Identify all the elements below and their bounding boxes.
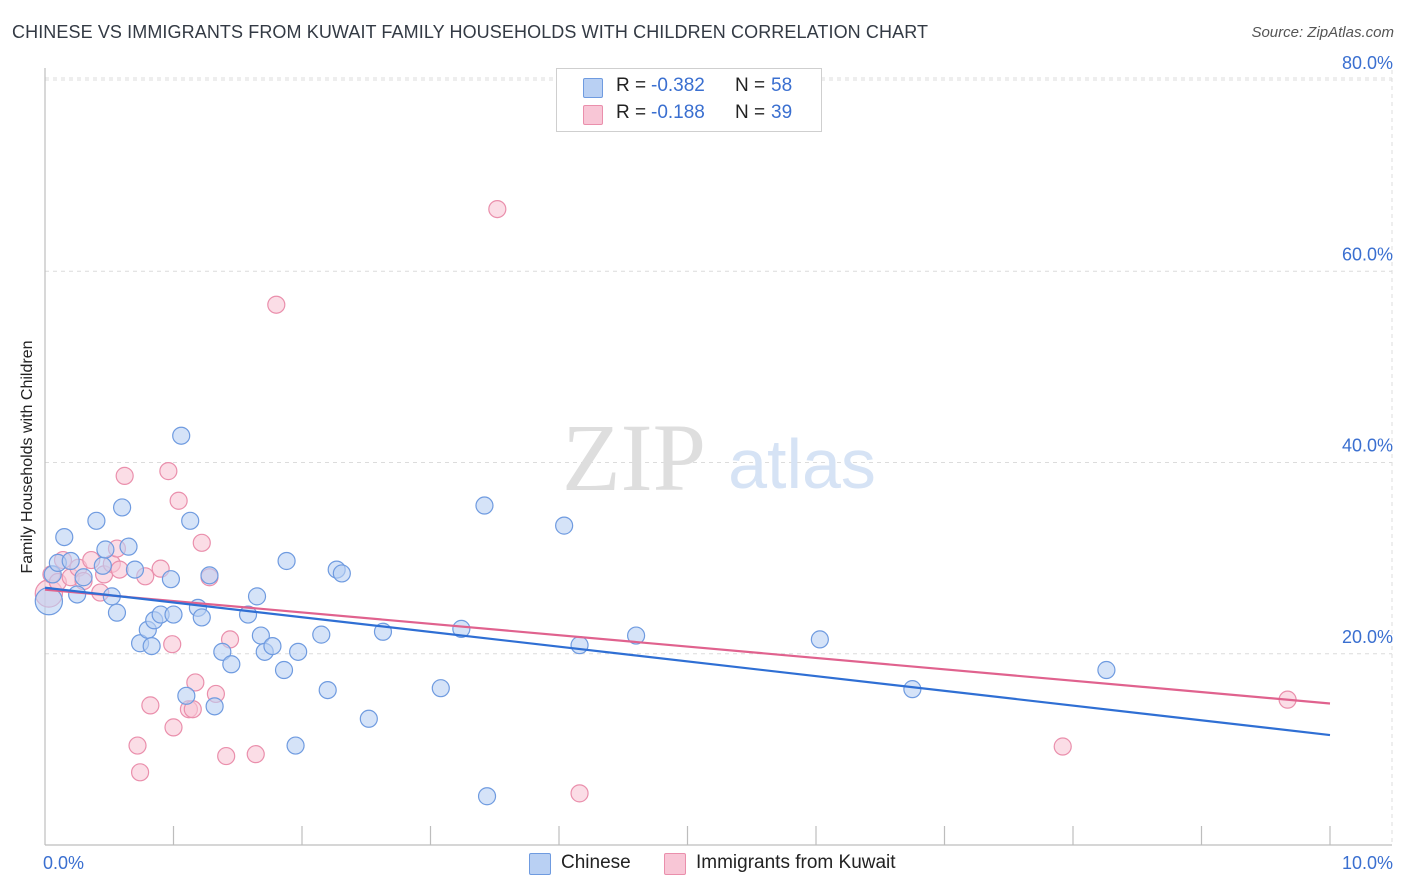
grid-lines [45,70,1393,845]
chinese-point [172,426,191,445]
kuwait-point [163,635,182,654]
chinese-trend-line [44,586,1331,737]
chinese-point [164,605,183,624]
y-tick-label: 20.0% [1342,627,1393,647]
n-label: N = [735,102,766,123]
kuwait-point [115,466,134,485]
chinese-point [74,568,93,587]
chinese-point [626,626,646,645]
y-axis-title: Family Households with Children [19,340,36,574]
data-points [34,199,1297,806]
chinese-point [431,679,450,698]
chinese-point [68,585,87,604]
chinese-point [312,625,331,644]
chinese-point [177,686,196,705]
chinese-point [213,642,232,661]
chinese-point [107,603,127,622]
chinese-point [286,736,305,755]
r-label: R = [616,102,647,123]
chinese-point [1097,660,1116,680]
kuwait-n-value: 39 [771,102,793,123]
kuwait-point [169,491,188,510]
chinese-point [55,527,74,547]
kuwait-point [488,199,507,219]
kuwait-point [217,746,236,766]
chinese-point [475,496,494,515]
chinese-point [274,660,294,680]
chinese-point [452,619,471,638]
kuwait-point [186,673,205,692]
chinese-point [142,636,161,656]
watermark-atlas: atlas [728,425,876,503]
chinese-point [277,551,296,571]
kuwait-point [141,696,160,715]
chinese-point [555,516,574,535]
chinese-point [247,587,267,606]
kuwait-point [164,718,183,737]
kuwait-point [130,763,150,782]
watermark-zip: ZIP [562,404,706,511]
kuwait-point [246,745,265,764]
chinese-point [903,680,922,699]
kuwait-point [267,295,286,314]
kuwait-point [192,533,211,552]
chinese-point [87,511,106,530]
chinese-point [477,787,497,806]
y-tick-label: 40.0% [1342,436,1393,456]
chinese-point [810,630,829,649]
y-tick-label: 60.0% [1342,244,1393,264]
chinese-point [222,655,241,674]
kuwait-trend-line [44,588,1331,705]
chinese-point [289,642,308,661]
kuwait-legend-label: Immigrants from Kuwait [696,852,896,873]
chinese-point [359,709,378,728]
chinese-r-value: -0.382 [651,75,705,96]
x-tick-label: 10.0% [1342,853,1393,873]
chinese-point [119,537,138,556]
kuwait-point [570,784,589,803]
kuwait-point [110,560,129,579]
axes [44,68,1392,846]
correlation-legend: R = -0.382 N = 58 R = -0.188 N = 39 [556,68,822,132]
chinese-point [318,680,337,700]
kuwait-point [128,736,147,755]
chinese-point [570,636,589,655]
tick-labels: 20.0% 40.0% 60.0% 80.0% 0.0% 10.0% [43,53,1393,873]
chinese-legend-swatch [529,853,551,875]
chinese-n-value: 58 [771,75,793,96]
chinese-point [61,551,80,571]
chinese-point [263,636,282,656]
watermark: ZIP atlas [562,404,876,511]
trend-lines [44,586,1331,737]
chinese-point [96,540,115,559]
chinese-swatch [583,78,603,98]
x-tick-label: 0.0% [43,853,84,873]
n-label: N = [735,75,766,96]
kuwait-r-value: -0.188 [651,102,705,123]
kuwait-point [159,462,178,481]
chinese-point [192,608,211,627]
chinese-point [125,560,145,579]
source-label: Source: ZipAtlas.com [1251,24,1394,41]
chinese-point [200,566,219,585]
chinese-legend-label: Chinese [561,852,631,873]
kuwait-point [1053,737,1072,756]
kuwait-swatch [583,105,603,125]
kuwait-legend-swatch [664,853,686,875]
r-label: R = [616,75,647,96]
chinese-point [161,570,181,589]
y-tick-label: 80.0% [1342,53,1393,73]
chinese-point [205,697,224,716]
chinese-point [181,511,200,530]
chinese-point [112,498,132,517]
chart-title: CHINESE VS IMMIGRANTS FROM KUWAIT FAMILY… [12,22,929,42]
chinese-point [93,556,112,575]
chinese-point [332,564,351,583]
